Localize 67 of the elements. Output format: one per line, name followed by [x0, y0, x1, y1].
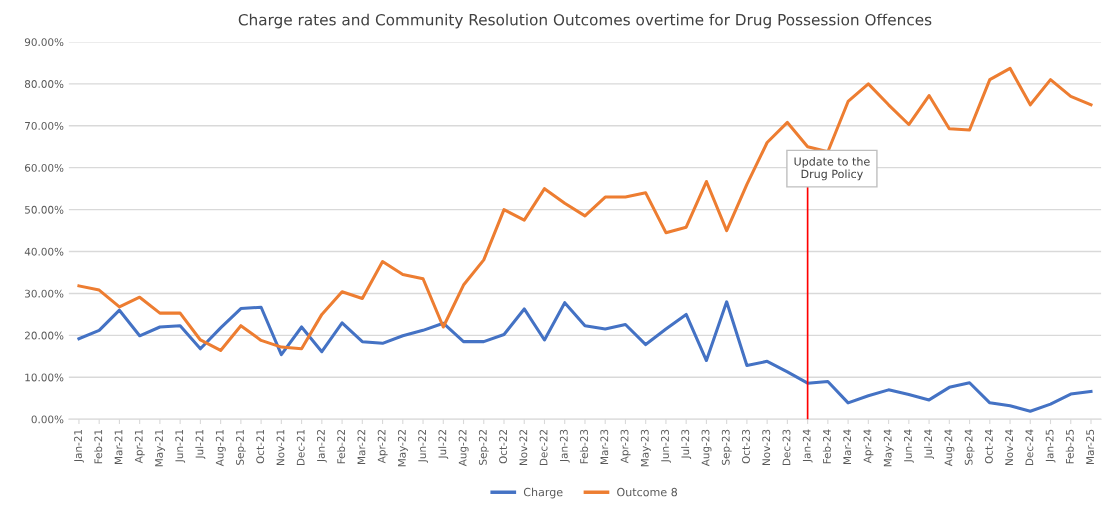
y-tick-label: 30.00%	[25, 289, 64, 298]
y-tick-label: 70.00%	[25, 121, 64, 130]
ref-line-label: Update to the Drug Policy	[794, 157, 870, 181]
legend-label: Charge	[523, 487, 563, 499]
x-tick-label: Apr-21	[134, 429, 145, 464]
x-tick-label: Jun-24	[903, 429, 914, 463]
y-tick-label: 10.00%	[25, 373, 64, 382]
x-tick-label: Mar-24	[843, 429, 852, 464]
x-tick-label: Nov-23	[762, 429, 771, 465]
x-tick-label: Mar-22	[357, 429, 366, 464]
x-tick-label: Sep-23	[721, 429, 732, 465]
x-tick-label: Dec-22	[539, 429, 548, 466]
x-tick-label: Feb-21	[94, 429, 103, 464]
legend-label: Outcome 8	[617, 487, 678, 497]
y-tick-label: 40.00%	[24, 247, 64, 256]
x-tick-label: Apr-22	[377, 429, 388, 464]
x-tick-label: Aug-23	[701, 429, 712, 467]
y-tick-label: 90.00%	[24, 38, 64, 47]
x-tick-label: Sep-24	[964, 429, 975, 465]
y-tick-label: 50.00%	[25, 205, 64, 214]
line-series	[77, 300, 1093, 413]
x-tick-label: Mar-23	[600, 429, 609, 464]
x-tick-label: Jul-21	[195, 429, 206, 460]
y-tick-label: 80.00%	[24, 80, 64, 88]
x-tick-label: May-24	[883, 429, 894, 467]
x-tick-label: Oct-24	[984, 429, 993, 464]
line-series	[77, 66, 1093, 352]
x-tick-label: Sep-22	[478, 429, 489, 465]
x-tick-label: Jan-22	[316, 429, 327, 463]
x-tick-label: Dec-23	[782, 429, 791, 466]
x-tick-label: Oct-21	[256, 429, 265, 464]
x-tick-label: Jun-21	[175, 429, 186, 463]
x-tick-label: May-22	[397, 429, 408, 467]
x-tick-label: Feb-22	[337, 429, 346, 464]
x-tick-label: Mar-25	[1086, 429, 1095, 464]
x-tick-label: Nov-22	[519, 429, 528, 465]
x-tick-label: Mar-21	[114, 429, 123, 464]
x-tick-label: Jan-23	[559, 429, 570, 463]
x-tick-label: Jul-23	[681, 429, 692, 460]
y-tick-label: 60.00%	[24, 163, 64, 172]
x-tick-label: Nov-21	[276, 429, 285, 465]
x-tick-label: Oct-23	[742, 429, 750, 464]
x-tick-label: Oct-22	[499, 429, 508, 464]
x-tick-label: Apr-24	[863, 429, 874, 464]
x-tick-label: Aug-24	[944, 429, 955, 467]
chart-title: Charge rates and Community Resolution Outcomes overtime for Drug Possession Offences	[238, 13, 932, 29]
x-tick-label: Feb-24	[822, 429, 831, 464]
x-tick-label: Dec-21	[296, 429, 305, 466]
x-tick-label: May-23	[640, 429, 651, 467]
y-tick-label: 20.00%	[25, 331, 64, 340]
x-tick-label: Aug-22	[458, 429, 469, 467]
x-tick-label: Jul-24	[924, 429, 935, 460]
x-tick-label: Aug-21	[215, 429, 226, 467]
x-tick-label: Nov-24	[1005, 429, 1014, 465]
y-tick-label: 0.00%	[31, 415, 64, 424]
x-tick-label: Feb-23	[579, 429, 588, 464]
x-tick-label: Jan-21	[74, 429, 84, 463]
x-tick-label: Jun-22	[418, 429, 428, 463]
x-tick-label: Apr-23	[620, 429, 631, 464]
x-tick-label: Jan-24	[802, 429, 813, 463]
x-tick-label: May-21	[155, 429, 165, 467]
x-tick-label: Jan-25	[1045, 429, 1056, 463]
x-tick-label: Jun-23	[661, 429, 671, 463]
x-tick-label: Dec-24	[1025, 429, 1034, 466]
x-tick-label: Jul-22	[438, 429, 449, 460]
x-tick-label: Sep-21	[236, 429, 246, 465]
x-tick-label: Feb-25	[1065, 429, 1074, 464]
